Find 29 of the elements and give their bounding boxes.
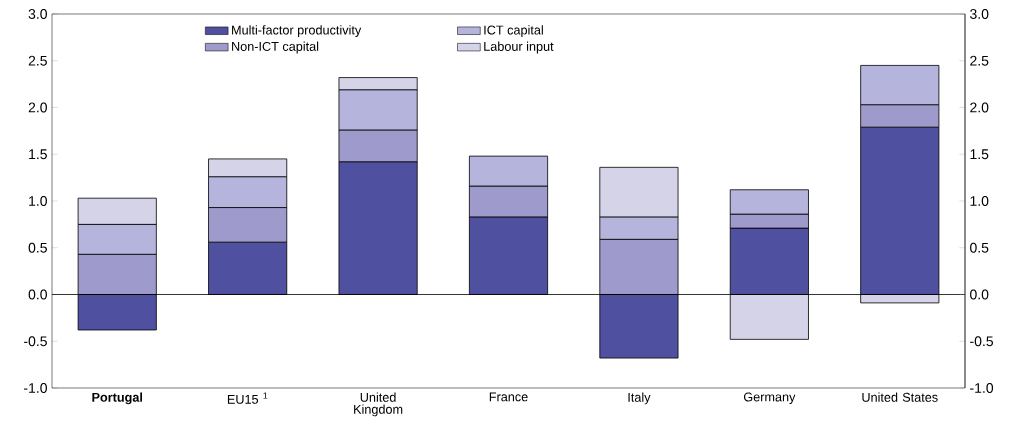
y2-tick-label: -0.5 bbox=[970, 336, 994, 347]
legend-label: Non-ICT capital bbox=[232, 41, 319, 54]
y-tick-label: -1.0 bbox=[24, 383, 47, 393]
y-tick-label: 1.5 bbox=[29, 149, 47, 160]
legend-label: ICT capital bbox=[484, 25, 543, 38]
y-tick-label: 1.0 bbox=[29, 196, 47, 206]
y2-tick-label: 1.0 bbox=[970, 196, 989, 206]
y-tick-label: 0.0 bbox=[28, 289, 47, 300]
y-tick-label: 3.0 bbox=[28, 9, 47, 19]
y2-tick-label: -1.0 bbox=[970, 383, 994, 393]
x-tick-label: Italy bbox=[628, 392, 651, 405]
y-tick-label: -0.5 bbox=[24, 336, 47, 347]
y2-tick-label: 3.0 bbox=[970, 9, 989, 19]
x-tick-label: Portugal bbox=[92, 392, 143, 405]
y-tick-label: 2.0 bbox=[28, 102, 47, 113]
x-tick-label: EU15 $^{1}$ bbox=[227, 392, 268, 404]
x-tick-label: United Kingdom bbox=[354, 392, 403, 417]
y-tick-label: 0.5 bbox=[28, 242, 47, 253]
y-tick-label: 2.5 bbox=[28, 55, 47, 66]
y2-tick-label: 0.0 bbox=[970, 289, 989, 300]
x-tick-label: France bbox=[489, 392, 528, 402]
legend-label: Labour input bbox=[484, 41, 554, 54]
x-tick-label: Germany bbox=[743, 392, 796, 404]
y2-tick-label: 2.0 bbox=[970, 102, 989, 113]
y2-tick-label: 1.5 bbox=[970, 149, 989, 160]
legend-label: Multi-factor productivity bbox=[232, 25, 362, 38]
y2-tick-label: 2.5 bbox=[970, 55, 989, 66]
x-tick-label: United States bbox=[862, 392, 938, 402]
y2-tick-label: 0.5 bbox=[970, 242, 989, 253]
